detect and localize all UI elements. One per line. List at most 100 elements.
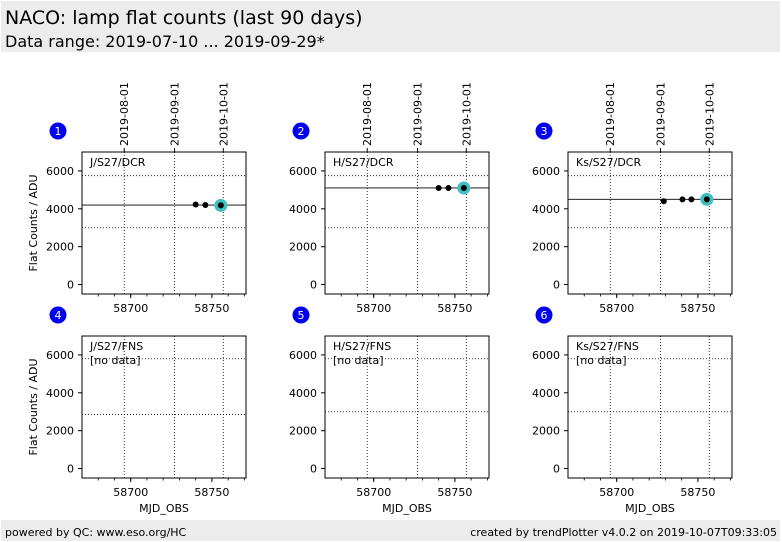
header-bar: NACO: lamp flat counts (last 90 days) Da… xyxy=(1,1,780,52)
plot-panel: 0 2000 4000 6000 58700 58750 Ks/S27/FNS[no dat… xyxy=(532,306,733,515)
x-tick-label: 58700 xyxy=(356,302,391,315)
y-tick-label: 4000 xyxy=(532,387,560,400)
plot-panel: 0 2000 4000 6000 58700 58750 2019-08-01 2019-09… xyxy=(289,82,490,315)
x-tick-label: 58700 xyxy=(356,486,391,499)
date-tick-label: 2019-10-01 xyxy=(703,82,716,146)
y-tick-label: 6000 xyxy=(532,349,560,362)
y-tick-label: 6000 xyxy=(532,165,560,178)
y-tick-label: 6000 xyxy=(289,349,317,362)
x-tick-label: 58750 xyxy=(437,302,472,315)
plot-frame xyxy=(324,151,490,295)
y-tick-label: 6000 xyxy=(46,349,74,362)
panel-number-badge xyxy=(292,122,310,140)
panel-number-badge xyxy=(292,306,310,324)
x-axis-label: MJD_OBS xyxy=(382,502,432,515)
panel-label: Ks/S27/DCR xyxy=(576,156,641,169)
y-tick-label: 2000 xyxy=(532,241,560,254)
data-point xyxy=(688,196,695,203)
y-tick-label: 4000 xyxy=(289,387,317,400)
plot-panel: 0 2000 4000 6000 58700 58750 J/S27/FNS[no data… xyxy=(27,306,247,515)
plot-frame xyxy=(81,151,247,295)
data-point xyxy=(217,202,224,209)
data-point xyxy=(703,196,710,203)
x-tick-label: 58700 xyxy=(113,486,148,499)
x-tick-label: 58700 xyxy=(113,302,148,315)
plot-frame xyxy=(81,335,247,479)
y-tick-label: 0 xyxy=(67,463,74,476)
panel-label: J/S27/FNS xyxy=(89,340,143,353)
panel-number: 5 xyxy=(298,309,305,322)
panel-number-badge xyxy=(535,306,553,324)
panel-label: J/S27/DCR xyxy=(89,156,146,169)
footer-bar: powered by QC: www.eso.org/HC created by… xyxy=(1,520,780,541)
y-tick-label: 4000 xyxy=(46,203,74,216)
data-point xyxy=(435,184,442,191)
x-tick-label: 58750 xyxy=(437,486,472,499)
panel-number: 1 xyxy=(55,125,62,138)
plot-frame xyxy=(324,335,490,479)
y-tick-label: 0 xyxy=(553,463,560,476)
y-tick-label: 4000 xyxy=(289,203,317,216)
x-axis-label: MJD_OBS xyxy=(139,502,189,515)
x-axis-label: MJD_OBS xyxy=(625,502,675,515)
y-tick-label: 4000 xyxy=(46,387,74,400)
date-tick-label: 2019-10-01 xyxy=(217,82,230,146)
page-subtitle: Data range: 2019-07-10 ... 2019-09-29* xyxy=(5,32,325,51)
no-data-label: [no data] xyxy=(90,354,141,367)
y-tick-label: 2000 xyxy=(46,241,74,254)
panel-number: 2 xyxy=(298,125,305,138)
plot-panel: 0 2000 4000 6000 58700 58750 H/S27/FNS[no data… xyxy=(289,306,490,515)
plot-panel: 0 2000 4000 6000 58700 58750 2019-08-01 2019-09… xyxy=(532,82,733,315)
panel-number: 4 xyxy=(55,309,62,322)
date-tick-label: 2019-10-01 xyxy=(460,82,473,146)
panel-label: H/S27/FNS xyxy=(333,340,391,353)
date-tick-label: 2019-08-01 xyxy=(118,82,131,146)
x-tick-label: 58700 xyxy=(599,486,634,499)
y-tick-label: 2000 xyxy=(532,425,560,438)
y-tick-label: 2000 xyxy=(289,425,317,438)
no-data-label: [no data] xyxy=(333,354,384,367)
y-tick-label: 6000 xyxy=(46,165,74,178)
no-data-label: [no data] xyxy=(576,354,627,367)
panel-number-badge xyxy=(535,122,553,140)
panel-number: 6 xyxy=(541,309,548,322)
footer-generator: created by trendPlotter v4.0.2 on 2019-1… xyxy=(470,526,777,539)
y-tick-label: 2000 xyxy=(46,425,74,438)
date-tick-label: 2019-08-01 xyxy=(361,82,374,146)
y-axis-label: Flat Counts / ADU xyxy=(27,174,40,271)
y-axis-label: Flat Counts / ADU xyxy=(27,358,40,455)
y-tick-label: 6000 xyxy=(289,165,317,178)
footer-credit: powered by QC: www.eso.org/HC xyxy=(5,526,187,539)
x-tick-label: 58750 xyxy=(680,302,715,315)
x-tick-label: 58750 xyxy=(194,486,229,499)
panel-label: H/S27/DCR xyxy=(333,156,394,169)
x-tick-label: 58750 xyxy=(680,486,715,499)
page-title: NACO: lamp flat counts (last 90 days) xyxy=(5,7,363,29)
y-tick-label: 4000 xyxy=(532,203,560,216)
data-point xyxy=(679,196,686,203)
date-tick-label: 2019-09-01 xyxy=(412,82,425,146)
date-tick-label: 2019-09-01 xyxy=(655,82,668,146)
data-point xyxy=(202,202,209,209)
date-tick-label: 2019-08-01 xyxy=(604,82,617,146)
y-tick-label: 0 xyxy=(67,279,74,292)
panel-number-badge xyxy=(49,122,67,140)
plot-panel: 0 2000 4000 6000 58700 58750 2019-08-01 2019-09… xyxy=(27,82,247,315)
y-tick-label: 0 xyxy=(310,279,317,292)
data-point xyxy=(445,184,452,191)
plot-frame xyxy=(567,335,733,479)
panel-number-badge xyxy=(49,306,67,324)
date-tick-label: 2019-09-01 xyxy=(169,82,182,146)
data-point xyxy=(660,198,667,205)
data-point xyxy=(460,184,467,191)
y-tick-label: 2000 xyxy=(289,241,317,254)
panel-number: 3 xyxy=(541,125,548,138)
y-tick-label: 0 xyxy=(553,279,560,292)
data-point xyxy=(192,201,199,208)
y-tick-label: 0 xyxy=(310,463,317,476)
x-tick-label: 58750 xyxy=(194,302,229,315)
panel-label: Ks/S27/FNS xyxy=(576,340,639,353)
plot-frame xyxy=(567,151,733,295)
x-tick-label: 58700 xyxy=(599,302,634,315)
